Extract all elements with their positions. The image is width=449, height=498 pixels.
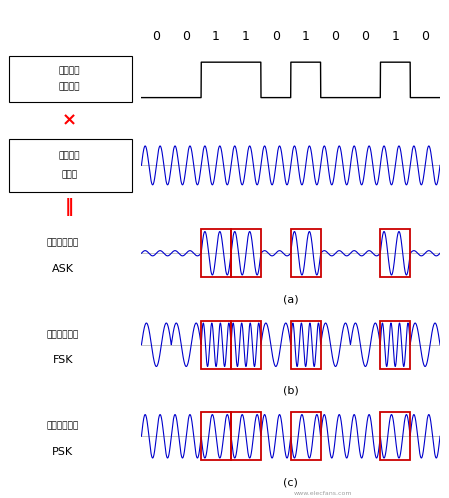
Bar	[291, 412, 321, 460]
Text: 振幅位移鍵送: 振幅位移鍵送	[47, 239, 79, 248]
Bar	[291, 230, 321, 277]
Bar	[380, 230, 410, 277]
Text: ASK: ASK	[52, 263, 74, 273]
Bar	[231, 230, 261, 277]
Text: ×: ×	[62, 112, 77, 129]
Text: 相位位移鍵送: 相位位移鍵送	[47, 421, 79, 430]
Text: ‖: ‖	[65, 199, 74, 217]
Text: 頻率位移鍵送: 頻率位移鍵送	[47, 330, 79, 339]
Bar	[201, 412, 231, 460]
Text: (c): (c)	[283, 477, 298, 487]
Text: PSK: PSK	[52, 447, 74, 457]
Text: 高頻載波: 高頻載波	[59, 151, 80, 160]
Text: 0: 0	[182, 30, 190, 43]
Text: (a): (a)	[283, 294, 299, 304]
Text: 原始訊號: 原始訊號	[59, 66, 80, 75]
Text: 1: 1	[212, 30, 220, 43]
Bar	[201, 321, 231, 369]
Text: 0: 0	[331, 30, 339, 43]
Bar	[231, 321, 261, 369]
Text: 1: 1	[302, 30, 310, 43]
Bar	[201, 230, 231, 277]
Bar	[231, 412, 261, 460]
Text: 0: 0	[272, 30, 280, 43]
Text: 0: 0	[152, 30, 160, 43]
Text: 0: 0	[361, 30, 370, 43]
Text: FSK: FSK	[53, 355, 73, 365]
Text: 數位訊號: 數位訊號	[59, 83, 80, 92]
Text: (b): (b)	[283, 385, 299, 395]
Bar	[380, 321, 410, 369]
Text: www.elecfans.com: www.elecfans.com	[294, 491, 352, 496]
Bar	[380, 412, 410, 460]
Bar	[291, 321, 321, 369]
Text: 1: 1	[242, 30, 250, 43]
Text: 電磁波: 電磁波	[62, 170, 78, 179]
Text: 1: 1	[391, 30, 399, 43]
Text: 0: 0	[421, 30, 429, 43]
